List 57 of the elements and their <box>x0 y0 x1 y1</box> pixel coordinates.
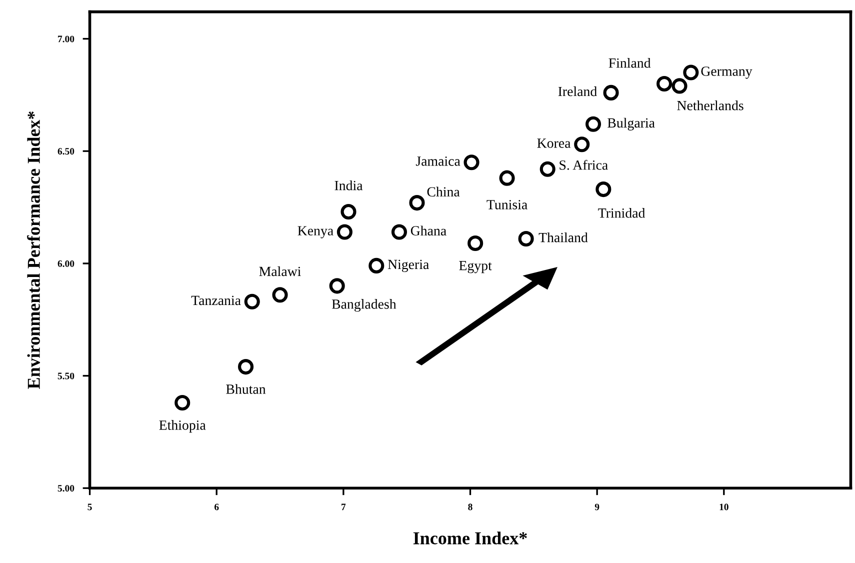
point <box>340 204 356 220</box>
annotation: Germany <box>701 66 752 79</box>
y-tick-label: 6.00 <box>58 260 74 267</box>
x-axis-title: Income Index* <box>413 532 527 544</box>
point <box>244 294 260 310</box>
annotation: Bhutan <box>226 384 266 394</box>
point <box>499 170 515 186</box>
annotation: Ethiopia <box>159 420 206 433</box>
point <box>238 359 254 375</box>
point <box>603 84 619 100</box>
point <box>464 154 480 170</box>
annotation: Nigeria <box>388 260 429 272</box>
y-tick-label: 5.00 <box>58 485 74 492</box>
point <box>585 116 602 132</box>
point <box>656 76 672 92</box>
annotation: Tunisia <box>486 200 528 210</box>
point <box>329 278 345 294</box>
point <box>540 161 556 177</box>
annotation: Trinidad <box>598 208 646 218</box>
annotation: Jamaica <box>416 156 460 166</box>
x-tick-label: 7 <box>342 504 346 510</box>
point <box>683 64 699 80</box>
point <box>391 224 408 240</box>
annotation: China <box>427 186 460 197</box>
y-tick-label: 5.50 <box>58 372 74 380</box>
point <box>574 136 590 152</box>
x-tick-label: 10 <box>720 504 728 510</box>
annotation: Ghana <box>410 226 446 236</box>
y-tick-label: 6.50 <box>58 148 74 155</box>
x-tick-label: 6 <box>214 504 219 510</box>
annotation: Finland <box>608 58 651 68</box>
point <box>468 235 484 252</box>
annotation: Ireland <box>558 86 597 96</box>
x-tick-label: 5 <box>88 504 92 510</box>
annotation: Bulgaria <box>608 118 655 130</box>
annotation: Kenya <box>298 226 334 238</box>
annotation: India <box>334 180 363 190</box>
annotation: Tanzania <box>191 296 241 306</box>
point <box>336 224 352 240</box>
annotation: Thailand <box>538 232 588 242</box>
point <box>272 287 288 303</box>
point <box>596 182 612 198</box>
annotation: Malawi <box>259 266 301 276</box>
annotation: S. Africa <box>560 160 608 170</box>
annotation: Netherlands <box>677 100 744 110</box>
x-tick-label: 8 <box>468 504 472 510</box>
annotation: Bangladesh <box>332 299 396 312</box>
annotation: Korea <box>537 138 571 148</box>
annotation: Egypt <box>459 261 492 274</box>
point <box>174 394 190 411</box>
y-axis-title: Environmental Performance Index* <box>27 111 40 389</box>
point <box>368 258 384 274</box>
x-tick-label: 9 <box>594 504 600 510</box>
y-tick-label: 7.00 <box>58 36 74 42</box>
point <box>518 230 534 247</box>
point <box>672 78 688 94</box>
point <box>409 195 425 211</box>
